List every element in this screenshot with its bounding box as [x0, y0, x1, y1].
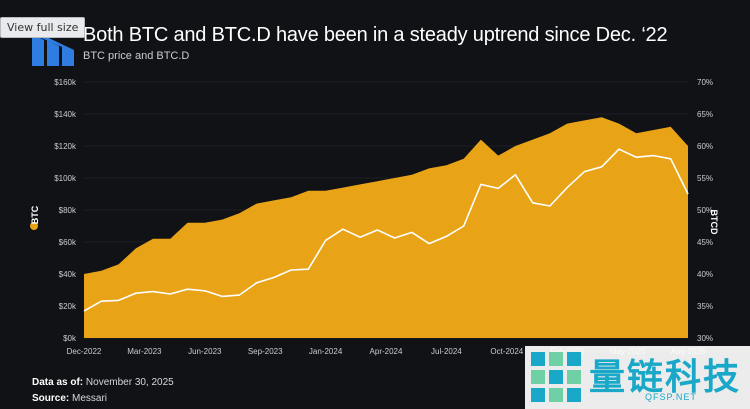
left-tick-label: $120k — [54, 142, 77, 151]
right-tick-label: 35% — [697, 302, 713, 311]
left-axis-ticks: $0k $20k $40k $60k $80k $100k $120k $140k $160k — [54, 78, 77, 343]
x-tick-label: Sep-2023 — [248, 347, 283, 356]
x-tick-label: Jul-2024 — [431, 347, 462, 356]
x-tick-label: Oct-2024 — [490, 347, 523, 356]
left-tick-label: $100k — [54, 174, 77, 183]
btc-line-series — [83, 148, 689, 312]
left-axis-title: BTC — [30, 205, 40, 224]
left-tick-label: $0k — [63, 334, 77, 343]
left-tick-label: $60k — [59, 238, 77, 247]
btcd-area-series — [84, 117, 688, 338]
chart-subtitle: BTC price and BTC.D — [83, 50, 190, 62]
as-of-value: November 30, 2025 — [85, 377, 174, 388]
chart-title: Both BTC and BTC.D have been in a steady… — [83, 24, 668, 46]
source-line: Source: Messari — [32, 393, 107, 404]
right-axis-label: BTCD — [709, 210, 719, 235]
right-tick-label: 70% — [697, 78, 713, 87]
x-tick-label: Mar-2023 — [127, 347, 162, 356]
right-tick-label: 40% — [697, 270, 713, 279]
x-tick-label: Dec-2022 — [67, 347, 102, 356]
as-of-label: Data as of: — [32, 377, 84, 388]
left-tick-label: $40k — [59, 270, 77, 279]
left-tick-label: $80k — [59, 206, 77, 215]
x-tick-label: Apr-2024 — [370, 347, 403, 356]
watermark-logo-icon — [531, 352, 581, 402]
right-axis-ticks: 30% 35% 40% 45% 50% 55% 60% 65% 70% — [697, 78, 713, 343]
btc-legend-dot — [30, 222, 38, 230]
right-tick-label: 55% — [697, 174, 713, 183]
data-as-of: Data as of: November 30, 2025 — [32, 377, 174, 388]
right-tick-label: 30% — [697, 334, 713, 343]
x-tick-label: Jan-2024 — [309, 347, 343, 356]
right-axis-title: BTCD — [709, 210, 719, 235]
right-tick-label: 65% — [697, 110, 713, 119]
watermark-text: 量链科技 — [589, 357, 742, 398]
x-tick-label: Jun-2023 — [188, 347, 222, 356]
watermark: 量链科技 QFSP.NET — [525, 346, 750, 409]
right-tick-label: 60% — [697, 142, 713, 151]
view-full-size-button[interactable]: View full size — [0, 17, 86, 38]
left-tick-label: $140k — [54, 110, 77, 119]
watermark-subtext: QFSP.NET — [645, 392, 697, 402]
right-tick-label: 45% — [697, 238, 713, 247]
left-tick-label: $160k — [54, 78, 77, 87]
right-tick-label: 50% — [697, 206, 713, 215]
source-value: Messari — [72, 393, 108, 404]
source-label: Source: — [32, 393, 70, 404]
left-tick-label: $20k — [59, 302, 77, 311]
left-axis-label: BTC — [30, 205, 40, 230]
